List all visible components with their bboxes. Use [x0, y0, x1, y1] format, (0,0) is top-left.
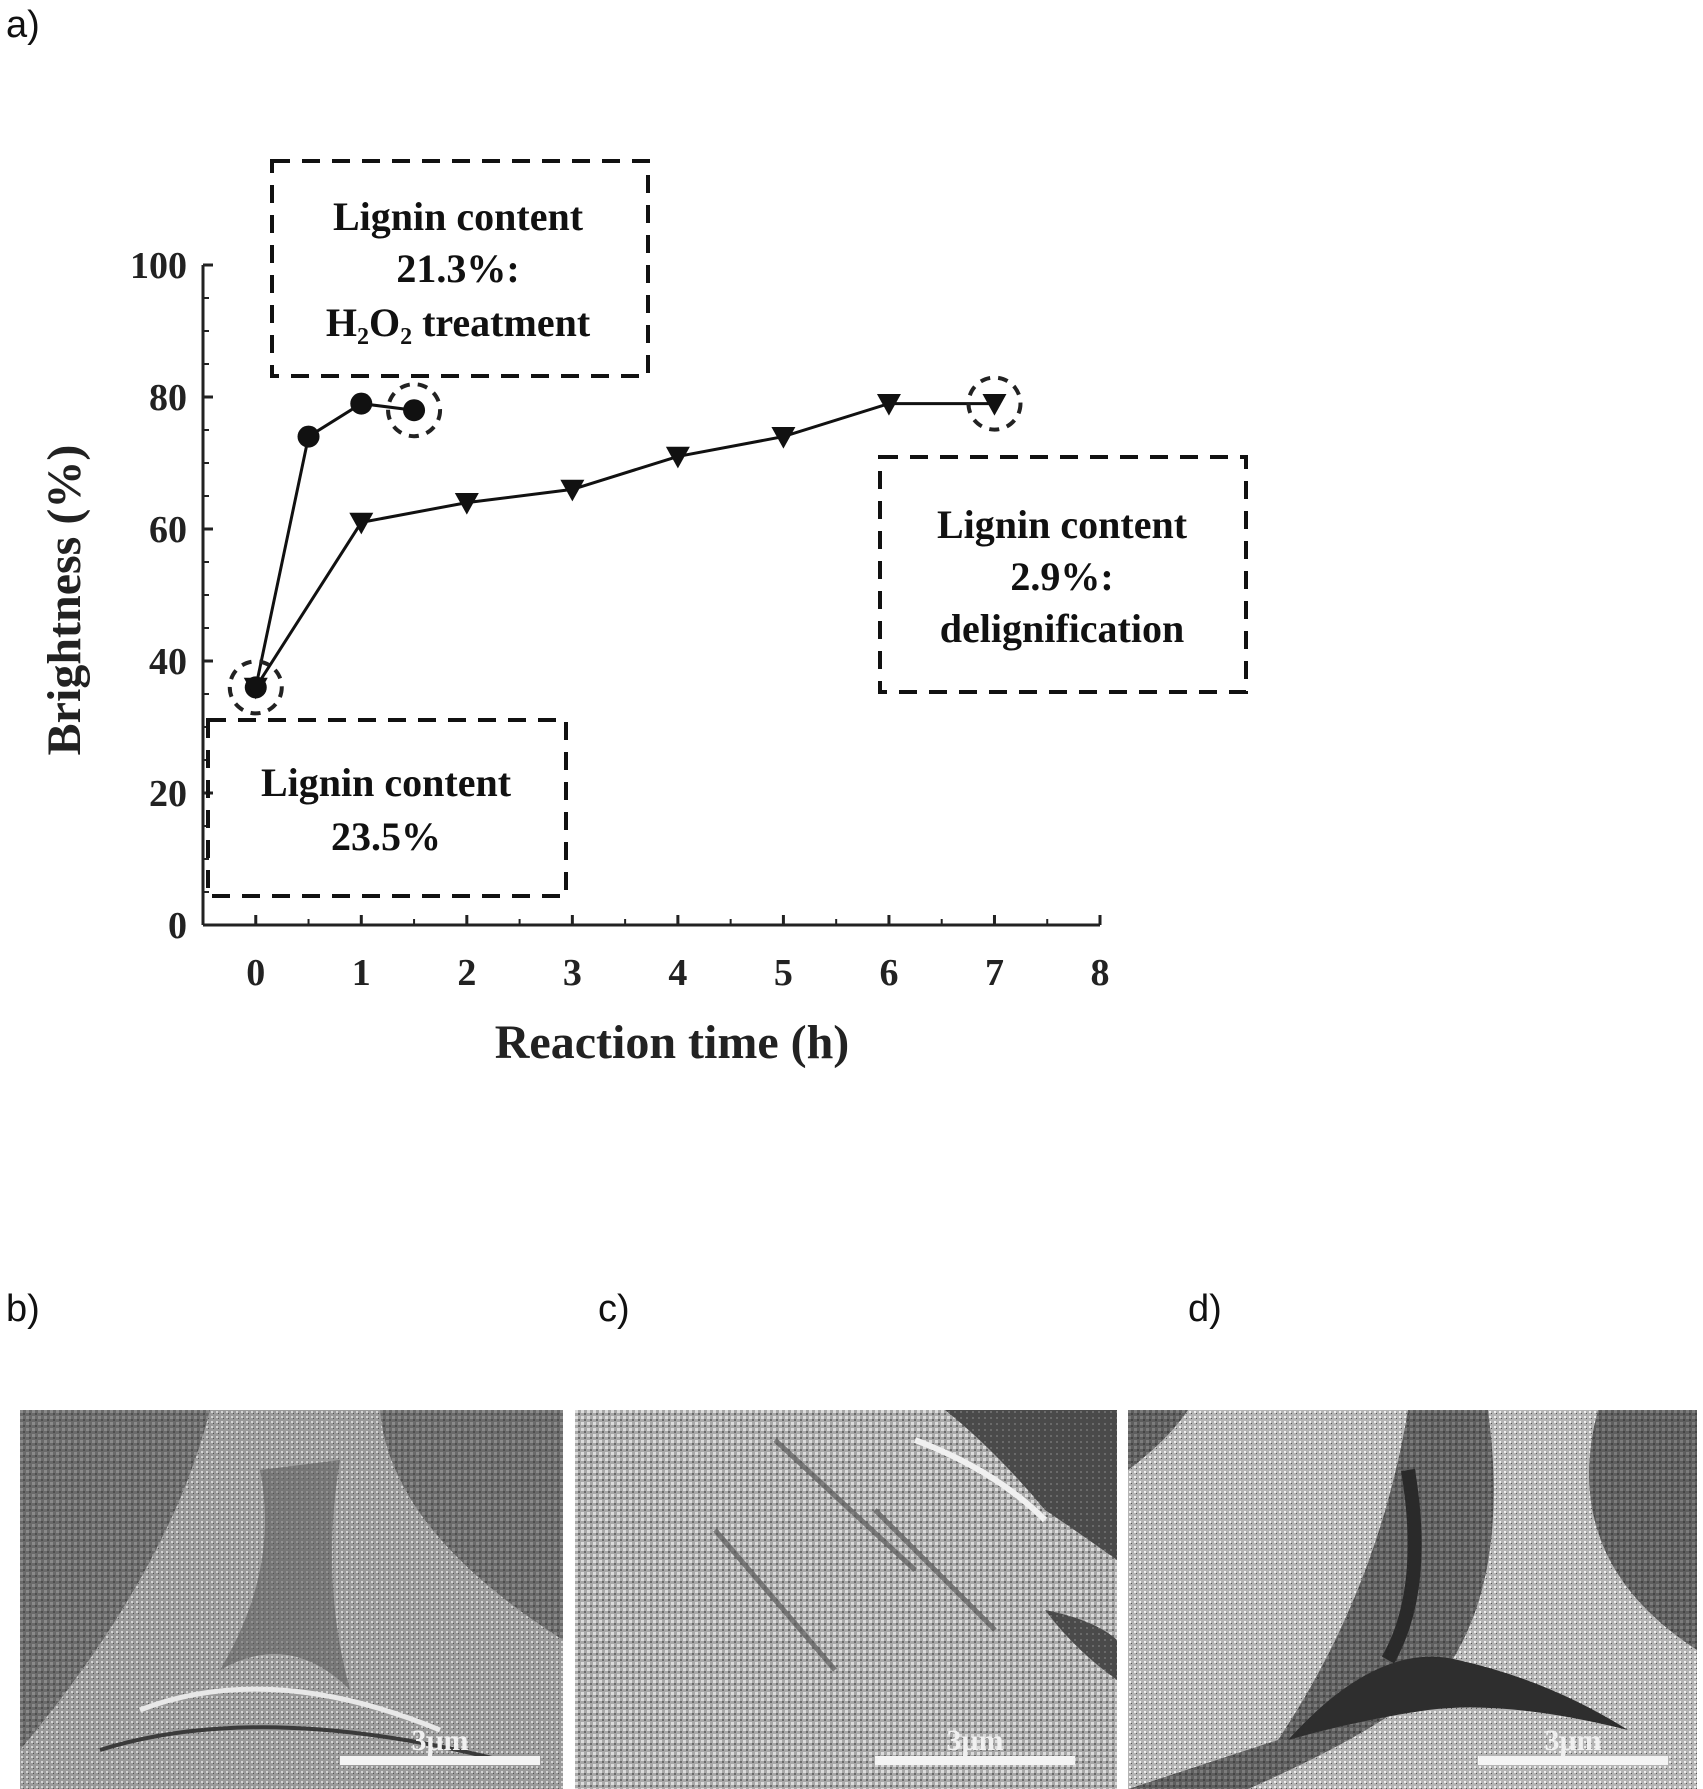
- x-axis-title: Reaction time (h): [495, 1016, 850, 1069]
- y-tick-label-80: 80: [149, 377, 187, 419]
- annotation-initial-line-2: 23.5%: [331, 814, 441, 859]
- sem-image-d: 3μm: [1128, 1410, 1697, 1789]
- series-1-point: [349, 513, 373, 535]
- sem-image-c: 3μm: [575, 1410, 1117, 1789]
- x-tick-label-5: 5: [774, 952, 793, 994]
- annotation-h2o2-line-2: 21.3%:: [396, 246, 519, 291]
- y-tick-label-60: 60: [149, 509, 187, 551]
- annotation-delig-line-2: 2.9%:: [1010, 554, 1113, 599]
- panel-label-b: b): [6, 1288, 40, 1331]
- y-axis-title: Brightness (%): [38, 445, 91, 756]
- x-tick-label-8: 8: [1091, 952, 1110, 994]
- x-tick-label-3: 3: [563, 952, 582, 994]
- annotation-delig-line-3: delignification: [940, 606, 1184, 651]
- y-tick-label-0: 0: [168, 905, 187, 947]
- series-1-line: [256, 404, 995, 688]
- x-tick-label-6: 6: [879, 952, 898, 994]
- annotation-initial-line-1: Lignin content: [261, 760, 512, 805]
- chart-highlights: [230, 378, 1021, 714]
- y-tick-label-40: 40: [149, 641, 187, 683]
- x-tick-label-7: 7: [985, 952, 1004, 994]
- annotation-box-initial: Lignin content 23.5%: [208, 720, 566, 896]
- x-tick-label-1: 1: [352, 952, 371, 994]
- brightness-chart: 012345678020406080100 Reaction time (h) …: [0, 0, 1703, 1120]
- annotation-h2o2-line-3: H₂O₂ treatment: [326, 300, 591, 345]
- series-0-line: [256, 404, 414, 688]
- chart-series: [244, 393, 1007, 700]
- x-tick-label-2: 2: [457, 952, 476, 994]
- series-0-point: [350, 393, 372, 415]
- scale-bar-label-d: 3μm: [1545, 1724, 1602, 1757]
- annotation-box-h2o2: Lignin content 21.3%: H₂O₂ treatment: [272, 161, 648, 376]
- sem-image-b: 3μm: [20, 1410, 563, 1789]
- annotation-h2o2-line-1: Lignin content: [333, 194, 584, 239]
- series-0-point: [298, 426, 320, 448]
- annotation-box-delignification: Lignin content 2.9%: delignification: [880, 457, 1246, 692]
- annotation-delig-line-1: Lignin content: [937, 502, 1188, 547]
- x-tick-label-0: 0: [246, 952, 265, 994]
- x-tick-label-4: 4: [668, 952, 687, 994]
- panel-label-c: c): [598, 1288, 630, 1331]
- series-0-point: [403, 399, 425, 421]
- scale-bar-label-c: 3μm: [947, 1724, 1004, 1757]
- y-tick-label-20: 20: [149, 773, 187, 815]
- y-tick-label-100: 100: [130, 245, 187, 287]
- scale-bar-label-b: 3μm: [412, 1724, 469, 1757]
- panel-label-d: d): [1188, 1288, 1222, 1331]
